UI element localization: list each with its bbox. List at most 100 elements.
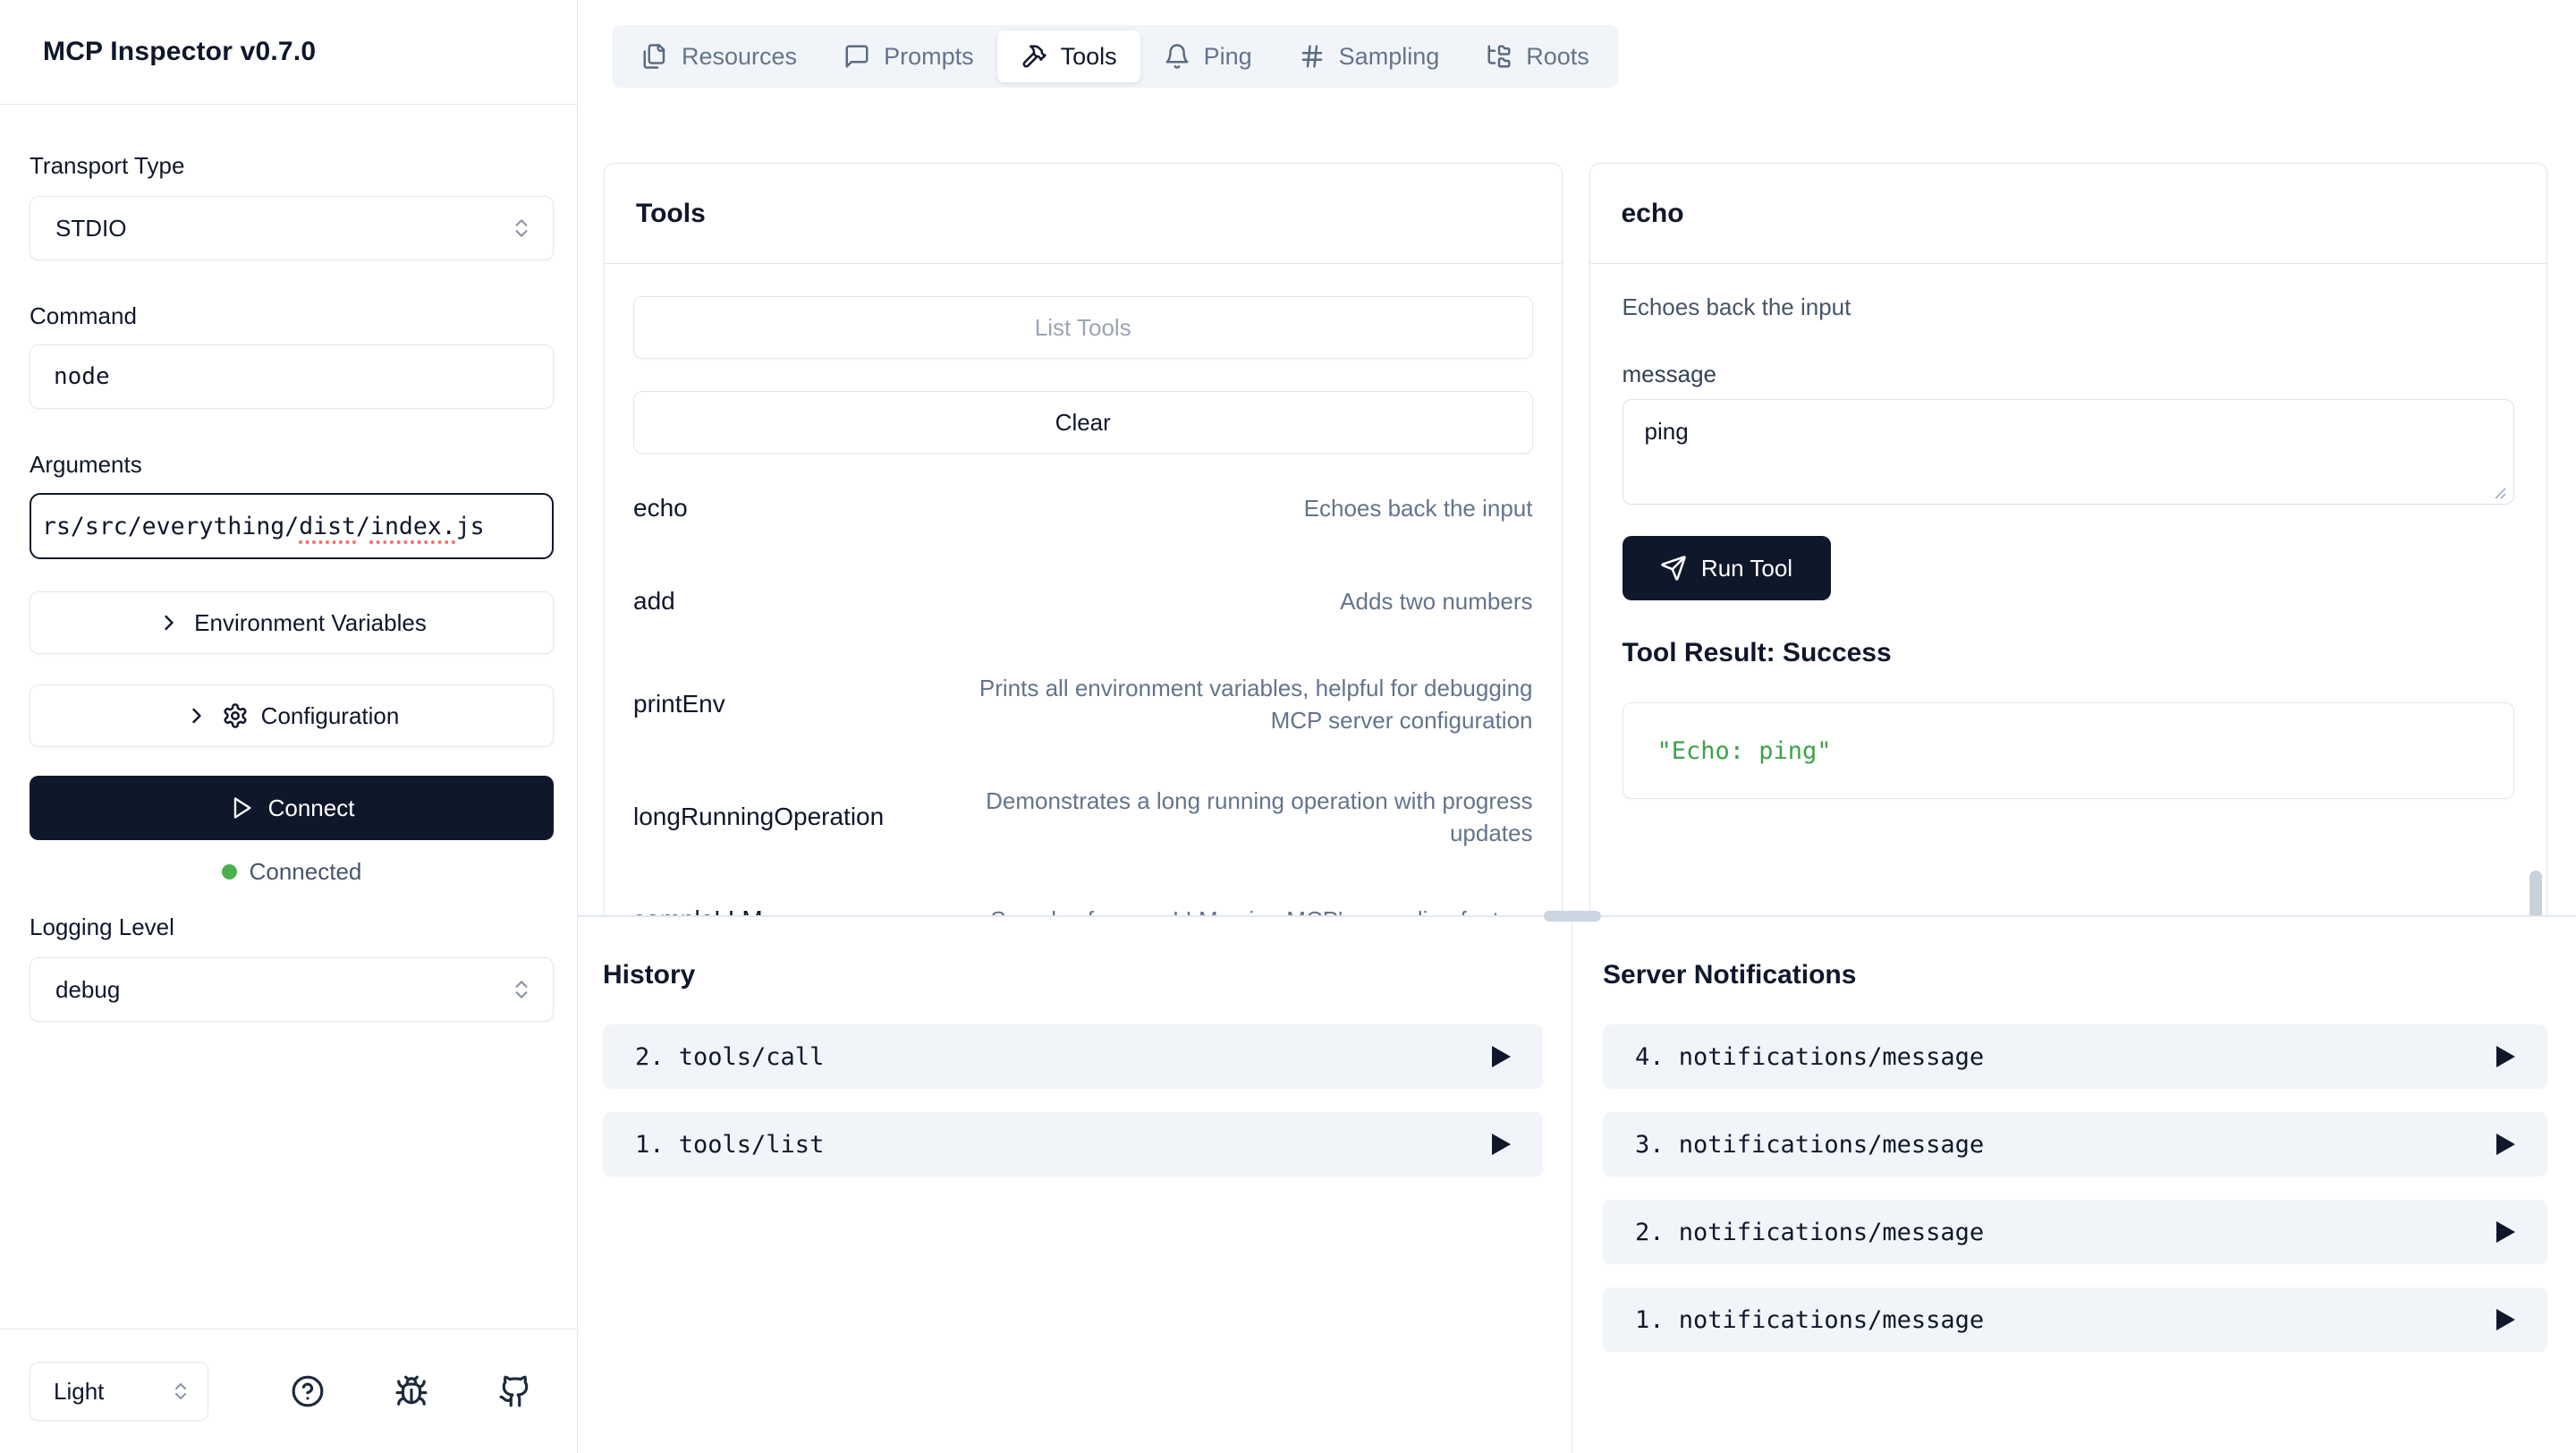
history-row-label: 1. tools/list — [635, 1130, 825, 1159]
expand-triangle-icon — [2496, 1221, 2515, 1243]
app-title: MCP Inspector v0.7.0 — [43, 37, 317, 66]
chevrons-up-down-icon — [510, 978, 533, 1001]
hammer-icon — [1021, 43, 1047, 70]
main-area: Resources Prompts Tools — [578, 0, 2576, 1453]
tool-name: add — [633, 587, 675, 615]
tab-label: Ping — [1203, 42, 1252, 70]
chevrons-up-down-icon — [510, 217, 533, 240]
bottom-pane: History 2. tools/call 1. tools/list Serv… — [578, 917, 2576, 1453]
tab-roots[interactable]: Roots — [1462, 30, 1613, 82]
tool-row-printenv[interactable]: printEnv Prints all environment variable… — [633, 654, 1533, 754]
tab-label: Prompts — [884, 42, 974, 70]
history-rows: 2. tools/call 1. tools/list — [603, 1024, 1543, 1177]
run-tool-button[interactable]: Run Tool — [1622, 536, 1831, 600]
top-pane: Resources Prompts Tools — [578, 0, 2576, 915]
resize-handle-icon[interactable] — [2493, 486, 2507, 500]
chevron-right-icon — [184, 703, 209, 728]
notification-row-label: 1. notifications/message — [1635, 1305, 1985, 1334]
tab-label: Resources — [682, 42, 798, 70]
tool-name: sampleLLM — [633, 903, 763, 915]
tab-ping[interactable]: Ping — [1140, 30, 1275, 82]
tool-detail-panel: echo Echoes back the input message ping — [1589, 163, 2547, 915]
notification-row-3[interactable]: 3. notifications/message — [1603, 1112, 2547, 1177]
gear-icon — [222, 702, 249, 729]
sidebar-body: Transport Type STDIO Command Arguments r… — [0, 149, 577, 1022]
sidebar-header: MCP Inspector v0.7.0 — [0, 0, 577, 105]
hash-icon — [1299, 43, 1326, 70]
tools-panel-title: Tools — [636, 198, 706, 228]
status-dot-icon — [221, 864, 237, 879]
tool-row-longrunningoperation[interactable]: longRunningOperation Demonstrates a long… — [633, 767, 1533, 867]
arguments-text-misspelled: dist — [299, 512, 357, 540]
expand-triangle-icon — [2496, 1309, 2515, 1330]
tab-label: Tools — [1060, 42, 1117, 70]
arguments-text: rs/src/everything/ — [42, 512, 300, 540]
horizontal-split-divider — [578, 911, 2576, 922]
github-icon[interactable] — [498, 1374, 532, 1408]
notification-row-2[interactable]: 2. notifications/message — [1603, 1200, 2547, 1264]
vertical-scrollbar-thumb[interactable] — [2529, 871, 2542, 915]
expand-triangle-icon — [2496, 1046, 2515, 1067]
environment-variables-button[interactable]: Environment Variables — [30, 591, 554, 654]
tool-description: Adds two numbers — [1340, 588, 1533, 615]
clear-button[interactable]: Clear — [633, 391, 1533, 454]
list-tools-button[interactable]: List Tools — [633, 296, 1533, 359]
message-square-icon — [843, 43, 870, 70]
tool-result-box: "Echo: ping" — [1622, 702, 2514, 799]
connection-status: Connected — [30, 858, 554, 886]
tab-label: Sampling — [1338, 42, 1440, 70]
split-drag-handle[interactable] — [1544, 911, 1601, 922]
tab-bar: Resources Prompts Tools — [612, 25, 1619, 88]
expand-triangle-icon — [1492, 1134, 1511, 1155]
command-label: Command — [30, 302, 137, 329]
sidebar: MCP Inspector v0.7.0 Transport Type STDI… — [0, 0, 578, 1453]
configuration-label: Configuration — [260, 701, 400, 729]
tab-label: Roots — [1526, 42, 1589, 70]
tool-description: Demonstrates a long running operation wi… — [986, 787, 1533, 846]
notification-row-4[interactable]: 4. notifications/message — [1603, 1024, 2547, 1089]
tab-tools[interactable]: Tools — [996, 30, 1140, 82]
theme-select[interactable]: Light — [30, 1362, 208, 1421]
tools-panel-body: List Tools Clear echo Echoes back the in… — [605, 264, 1562, 915]
transport-type-label: Transport Type — [30, 152, 185, 179]
message-textarea[interactable]: ping — [1622, 399, 2514, 505]
connect-label: Connect — [267, 794, 355, 821]
cards-row: Tools List Tools Clear echo Echoes back … — [604, 163, 2547, 915]
tool-row-add[interactable]: add Adds two numbers — [633, 561, 1533, 642]
tab-prompts[interactable]: Prompts — [820, 30, 997, 82]
tool-description: Prints all environment variables, helpfu… — [979, 675, 1533, 734]
command-input[interactable] — [30, 344, 554, 409]
notification-row-label: 2. notifications/message — [1635, 1218, 1985, 1246]
logging-level-label: Logging Level — [30, 913, 174, 940]
history-row-tools-list[interactable]: 1. tools/list — [603, 1112, 1543, 1177]
history-row-tools-call[interactable]: 2. tools/call — [603, 1024, 1543, 1089]
play-icon — [229, 795, 254, 820]
sidebar-footer: Light — [0, 1329, 577, 1453]
help-icon[interactable] — [291, 1374, 325, 1408]
tools-panel: Tools List Tools Clear echo Echoes back … — [604, 163, 1563, 915]
tool-name: longRunningOperation — [633, 803, 885, 830]
notification-row-1[interactable]: 1. notifications/message — [1603, 1287, 2547, 1352]
send-icon — [1660, 555, 1687, 582]
transport-type-value: STDIO — [55, 214, 127, 242]
notification-row-label: 4. notifications/message — [1635, 1042, 1985, 1071]
tool-row-samplellm[interactable]: sampleLLM Samples from an LLM using MCP'… — [633, 879, 1533, 915]
tab-sampling[interactable]: Sampling — [1275, 30, 1463, 82]
transport-type-select[interactable]: STDIO — [30, 196, 554, 260]
tool-description: Echoes back the input — [1303, 495, 1533, 522]
tab-resources[interactable]: Resources — [618, 30, 820, 82]
tool-row-echo[interactable]: echo Echoes back the input — [633, 468, 1533, 548]
configuration-button[interactable]: Configuration — [30, 684, 554, 747]
tool-name: printEnv — [633, 690, 725, 718]
notification-row-label: 3. notifications/message — [1635, 1130, 1985, 1159]
arguments-input[interactable]: rs/src/everything/dist / index. js — [30, 493, 554, 559]
history-title: History — [603, 960, 696, 990]
history-row-label: 2. tools/call — [635, 1042, 825, 1071]
logging-level-select[interactable]: debug — [30, 957, 554, 1022]
theme-value: Light — [54, 1377, 105, 1405]
connect-button[interactable]: Connect — [30, 776, 554, 840]
environment-variables-label: Environment Variables — [194, 608, 427, 636]
bug-icon[interactable] — [394, 1374, 428, 1408]
message-param-label: message — [1622, 361, 1717, 387]
